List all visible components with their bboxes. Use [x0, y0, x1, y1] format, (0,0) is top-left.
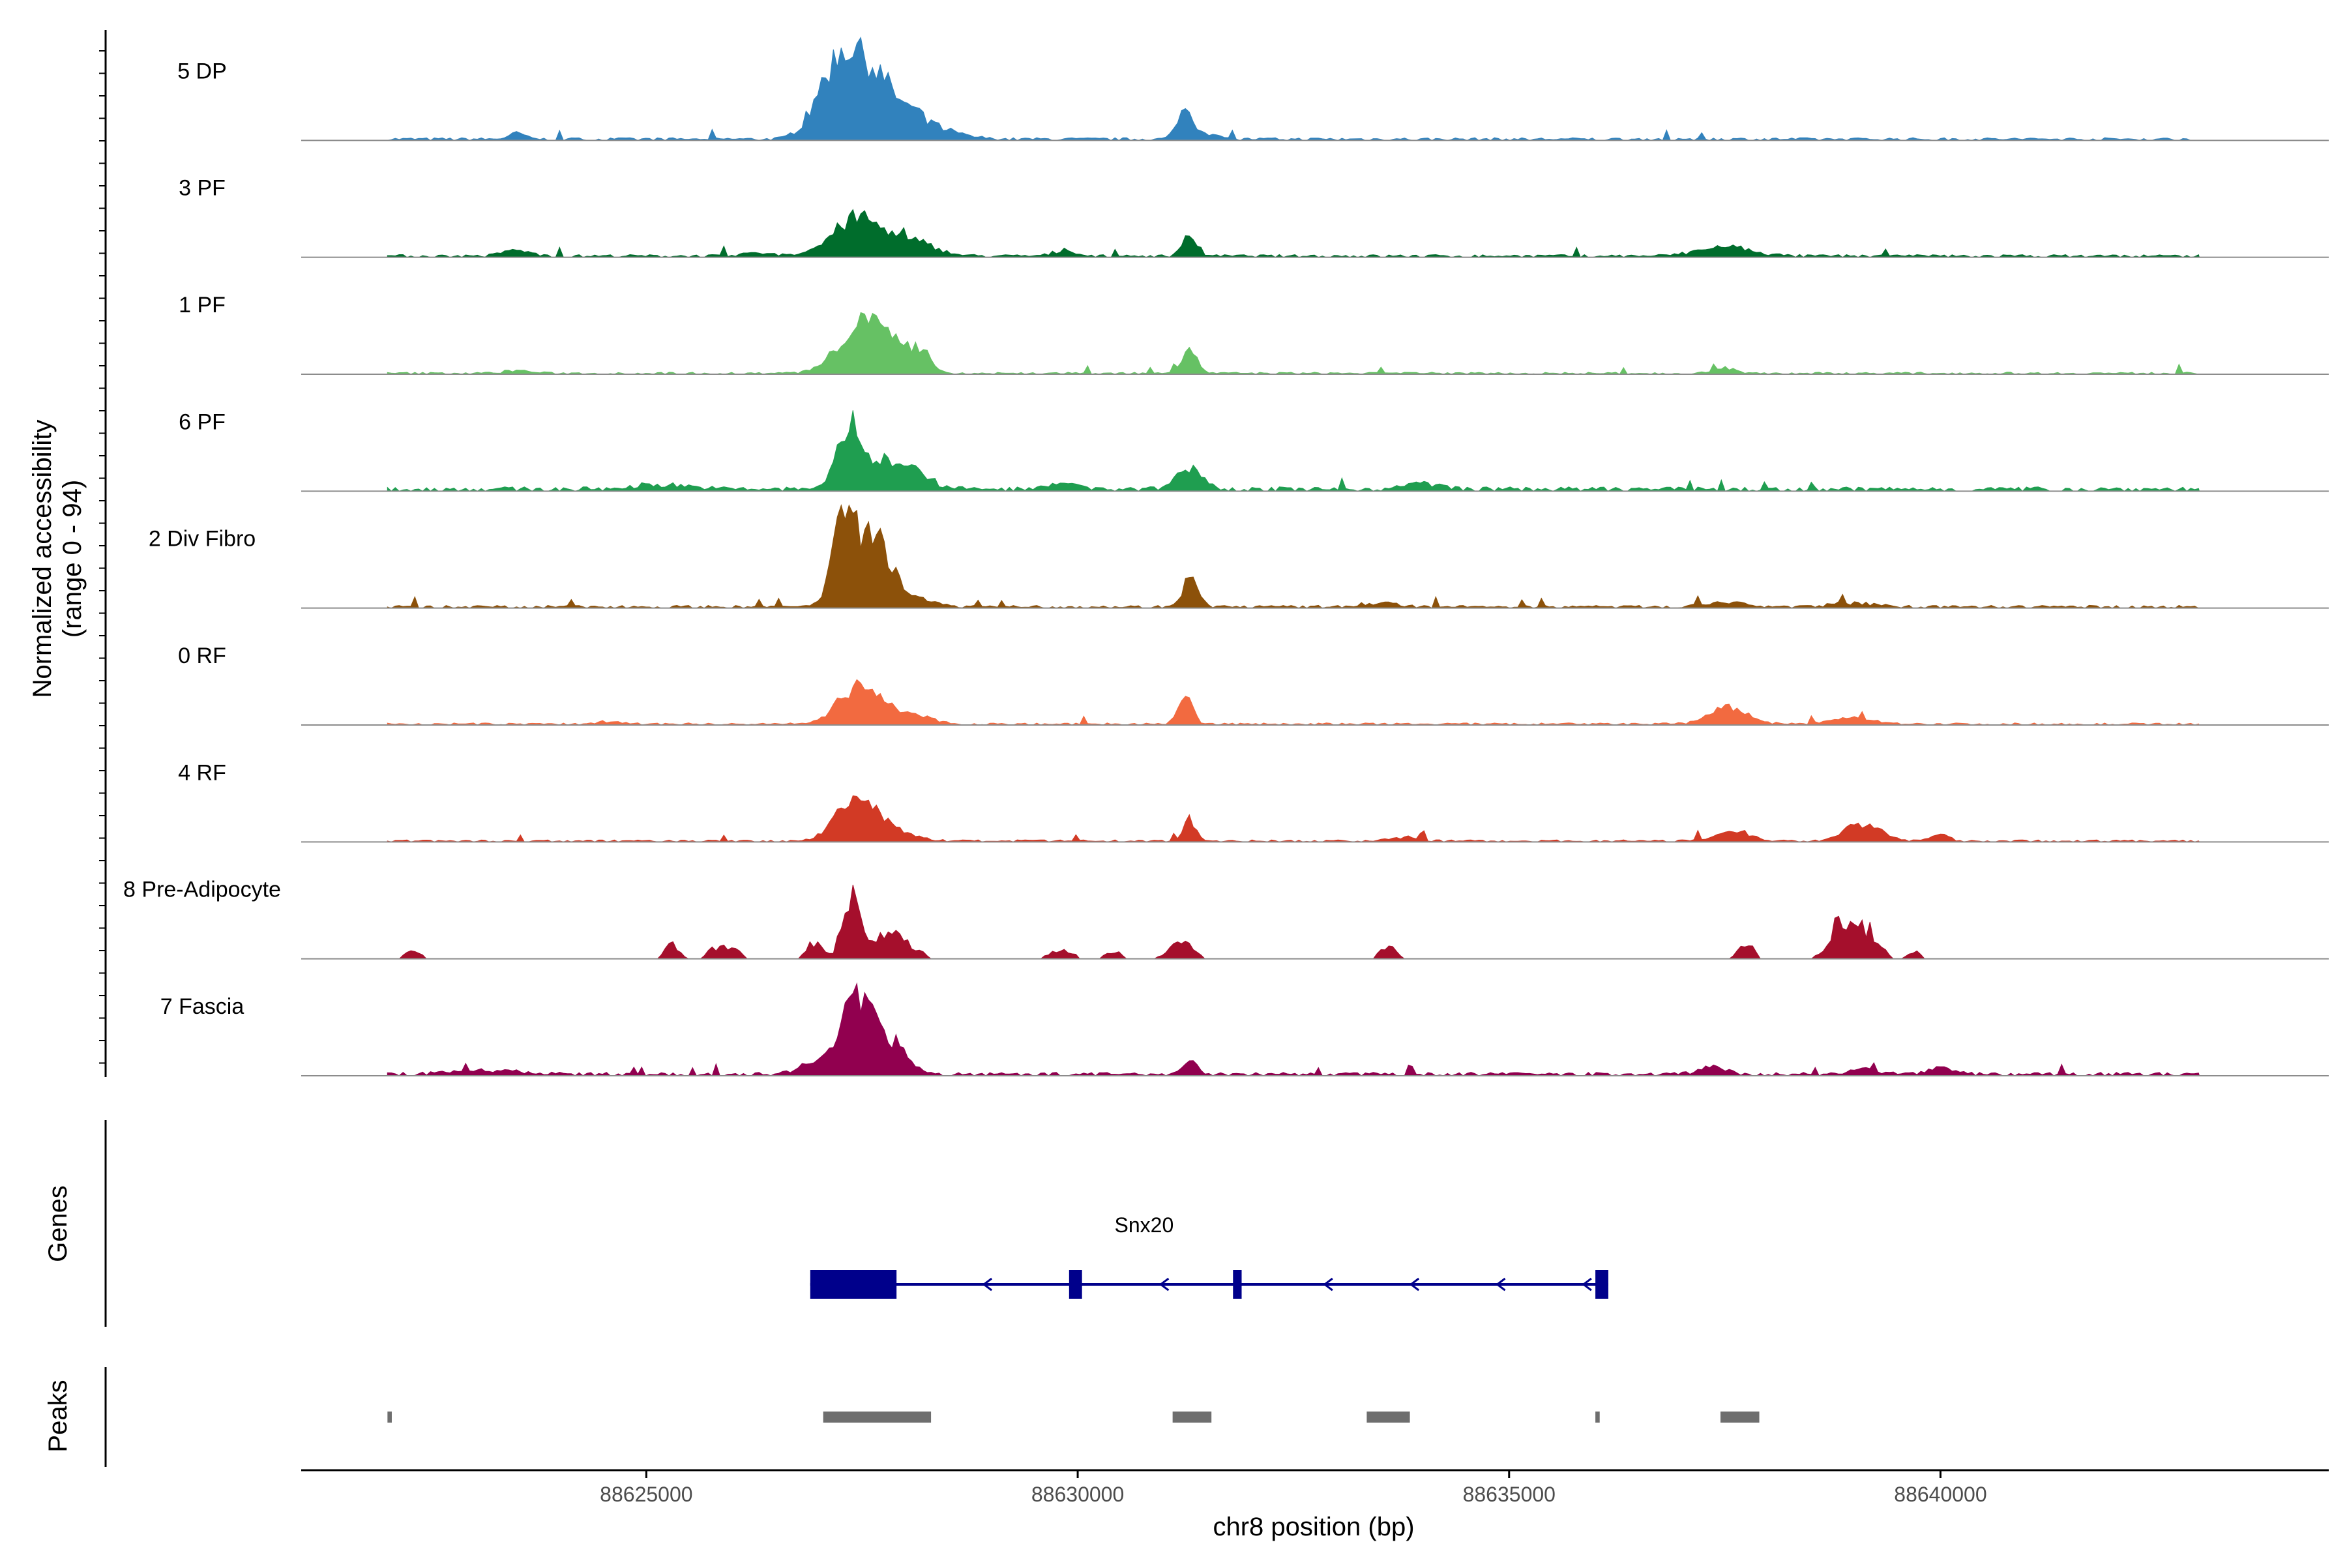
track-0: 5 DP: [177, 37, 2329, 141]
track-4: 2 Div Fibro: [149, 504, 2329, 609]
gene-strand-arrow: [982, 1277, 993, 1292]
track-area: [387, 209, 2200, 258]
track-6: 4 RF: [178, 760, 2329, 843]
peaks-layer: [387, 1412, 1760, 1423]
track-label: 6 PF: [179, 409, 226, 434]
track-1: 3 PF: [179, 176, 2329, 258]
gene-strand-arrow: [1409, 1277, 1420, 1292]
gene-utr-block: [810, 1270, 897, 1299]
track-label: 2 Div Fibro: [149, 527, 256, 552]
track-label: 4 RF: [178, 760, 226, 785]
track-area: [387, 37, 2200, 141]
track-label: 5 DP: [177, 59, 227, 83]
gene-exon-block: [1233, 1270, 1242, 1299]
tracks-layer: 5 DP 3 PF 1 PF 6 PF 2 Div Fibro 0 RF 4 RF 8 Pre…: [123, 37, 2329, 1076]
gene-strand-arrow: [1323, 1277, 1333, 1292]
track-7: 8 Pre-Adipocyte: [123, 878, 2329, 960]
peak-region: [1366, 1412, 1410, 1423]
track-label: 0 RF: [178, 643, 226, 668]
peak-region: [823, 1412, 932, 1423]
track-area: [387, 312, 2200, 375]
y-axis-title-line2: (range 0 - 94): [58, 480, 87, 638]
x-tick-label: 88635000: [1463, 1483, 1556, 1506]
track-5: 0 RF: [178, 643, 2329, 726]
gene-strand-arrow: [1496, 1277, 1506, 1292]
track-label: 1 PF: [179, 293, 226, 318]
track-area: [387, 982, 2200, 1076]
track-area: [387, 795, 2200, 842]
y-axis-title-line1: Normalized accessibility: [28, 420, 57, 698]
x-tick-label: 88625000: [600, 1483, 692, 1506]
track-area: [387, 410, 2200, 492]
track-label: 8 Pre-Adipocyte: [123, 878, 281, 902]
peak-region: [387, 1412, 392, 1423]
gene-exon-block: [1595, 1270, 1608, 1299]
gene-exon-block: [1069, 1270, 1082, 1299]
peaks-panel-label: Peaks: [44, 1380, 72, 1452]
peak-region: [1595, 1412, 1600, 1423]
axis-layer: 88625000 88630000 88635000 88640000: [99, 30, 2329, 1506]
x-tick-label: 88640000: [1894, 1483, 1986, 1506]
track-area: [387, 679, 2200, 726]
x-axis-title: chr8 position (bp): [1213, 1513, 1414, 1541]
x-tick-label: 88630000: [1031, 1483, 1124, 1506]
track-label: 3 PF: [179, 176, 226, 201]
gene-layer: Snx20: [810, 1213, 1608, 1299]
track-2: 1 PF: [179, 293, 2329, 375]
peak-region: [1720, 1412, 1760, 1423]
gene-name-label: Snx20: [1115, 1213, 1174, 1237]
peak-region: [1172, 1412, 1212, 1423]
track-3: 6 PF: [179, 409, 2329, 492]
track-8: 7 Fascia: [160, 982, 2329, 1076]
gene-strand-arrow: [1582, 1277, 1592, 1292]
track-area: [387, 504, 2200, 609]
gene-strand-arrow: [1159, 1277, 1170, 1292]
track-area: [387, 884, 2200, 960]
track-label: 7 Fascia: [160, 994, 244, 1019]
genes-panel-label: Genes: [44, 1185, 72, 1262]
